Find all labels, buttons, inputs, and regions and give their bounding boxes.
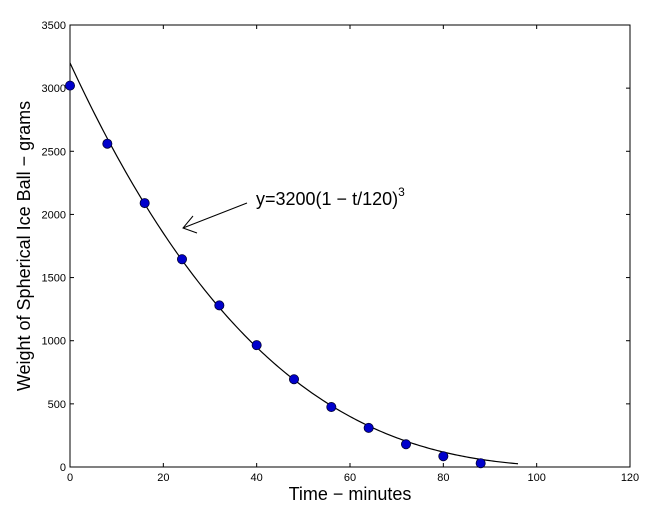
x-tick-label: 120 (621, 472, 639, 484)
y-tick-label: 3000 (42, 83, 66, 95)
y-tick-label: 0 (60, 462, 66, 474)
data-point (176, 254, 187, 265)
axis-ticks: 0 20 40 60 80 100 120 0 500 1000 1500 2000 2500 3000 3… (42, 20, 640, 484)
x-tick-label: 0 (67, 472, 73, 484)
y-tick-label: 1000 (42, 336, 66, 348)
x-tick-label: 60 (344, 472, 356, 484)
data-point (65, 80, 76, 91)
annotation-arrow-shaft (182, 202, 248, 229)
data-point (400, 439, 411, 450)
annotation-superscript: 3 (398, 185, 405, 199)
y-axis-label: Weight of Spherical Ice Ball − grams (14, 101, 34, 391)
data-point (475, 458, 486, 469)
y-tick-label: 500 (48, 399, 66, 411)
data-point (214, 300, 225, 311)
y-tick-label: 1500 (42, 273, 66, 285)
annotation-formula: y=3200(1 − t/120) (256, 189, 398, 209)
data-point (139, 198, 150, 209)
x-tick-label: 100 (527, 472, 545, 484)
annotation-arrow-head (182, 215, 198, 234)
annotation: y=3200(1 − t/120)3 (182, 185, 405, 234)
data-point (102, 138, 113, 149)
data-points-layer (65, 80, 486, 469)
plot-area (69, 24, 631, 468)
y-tick-label: 2000 (42, 209, 66, 221)
y-tick-label: 2500 (42, 146, 66, 158)
x-tick-label: 20 (157, 472, 169, 484)
x-axis-label: Time − minutes (289, 484, 412, 504)
data-point (363, 422, 374, 433)
data-point (288, 374, 299, 385)
data-point (251, 340, 262, 351)
x-tick-label: 80 (437, 472, 449, 484)
annotation-text: y=3200(1 − t/120)3 (256, 185, 405, 209)
data-point (326, 402, 337, 413)
y-tick-label: 3500 (42, 20, 66, 32)
x-tick-label: 40 (251, 472, 263, 484)
data-point (438, 451, 449, 462)
